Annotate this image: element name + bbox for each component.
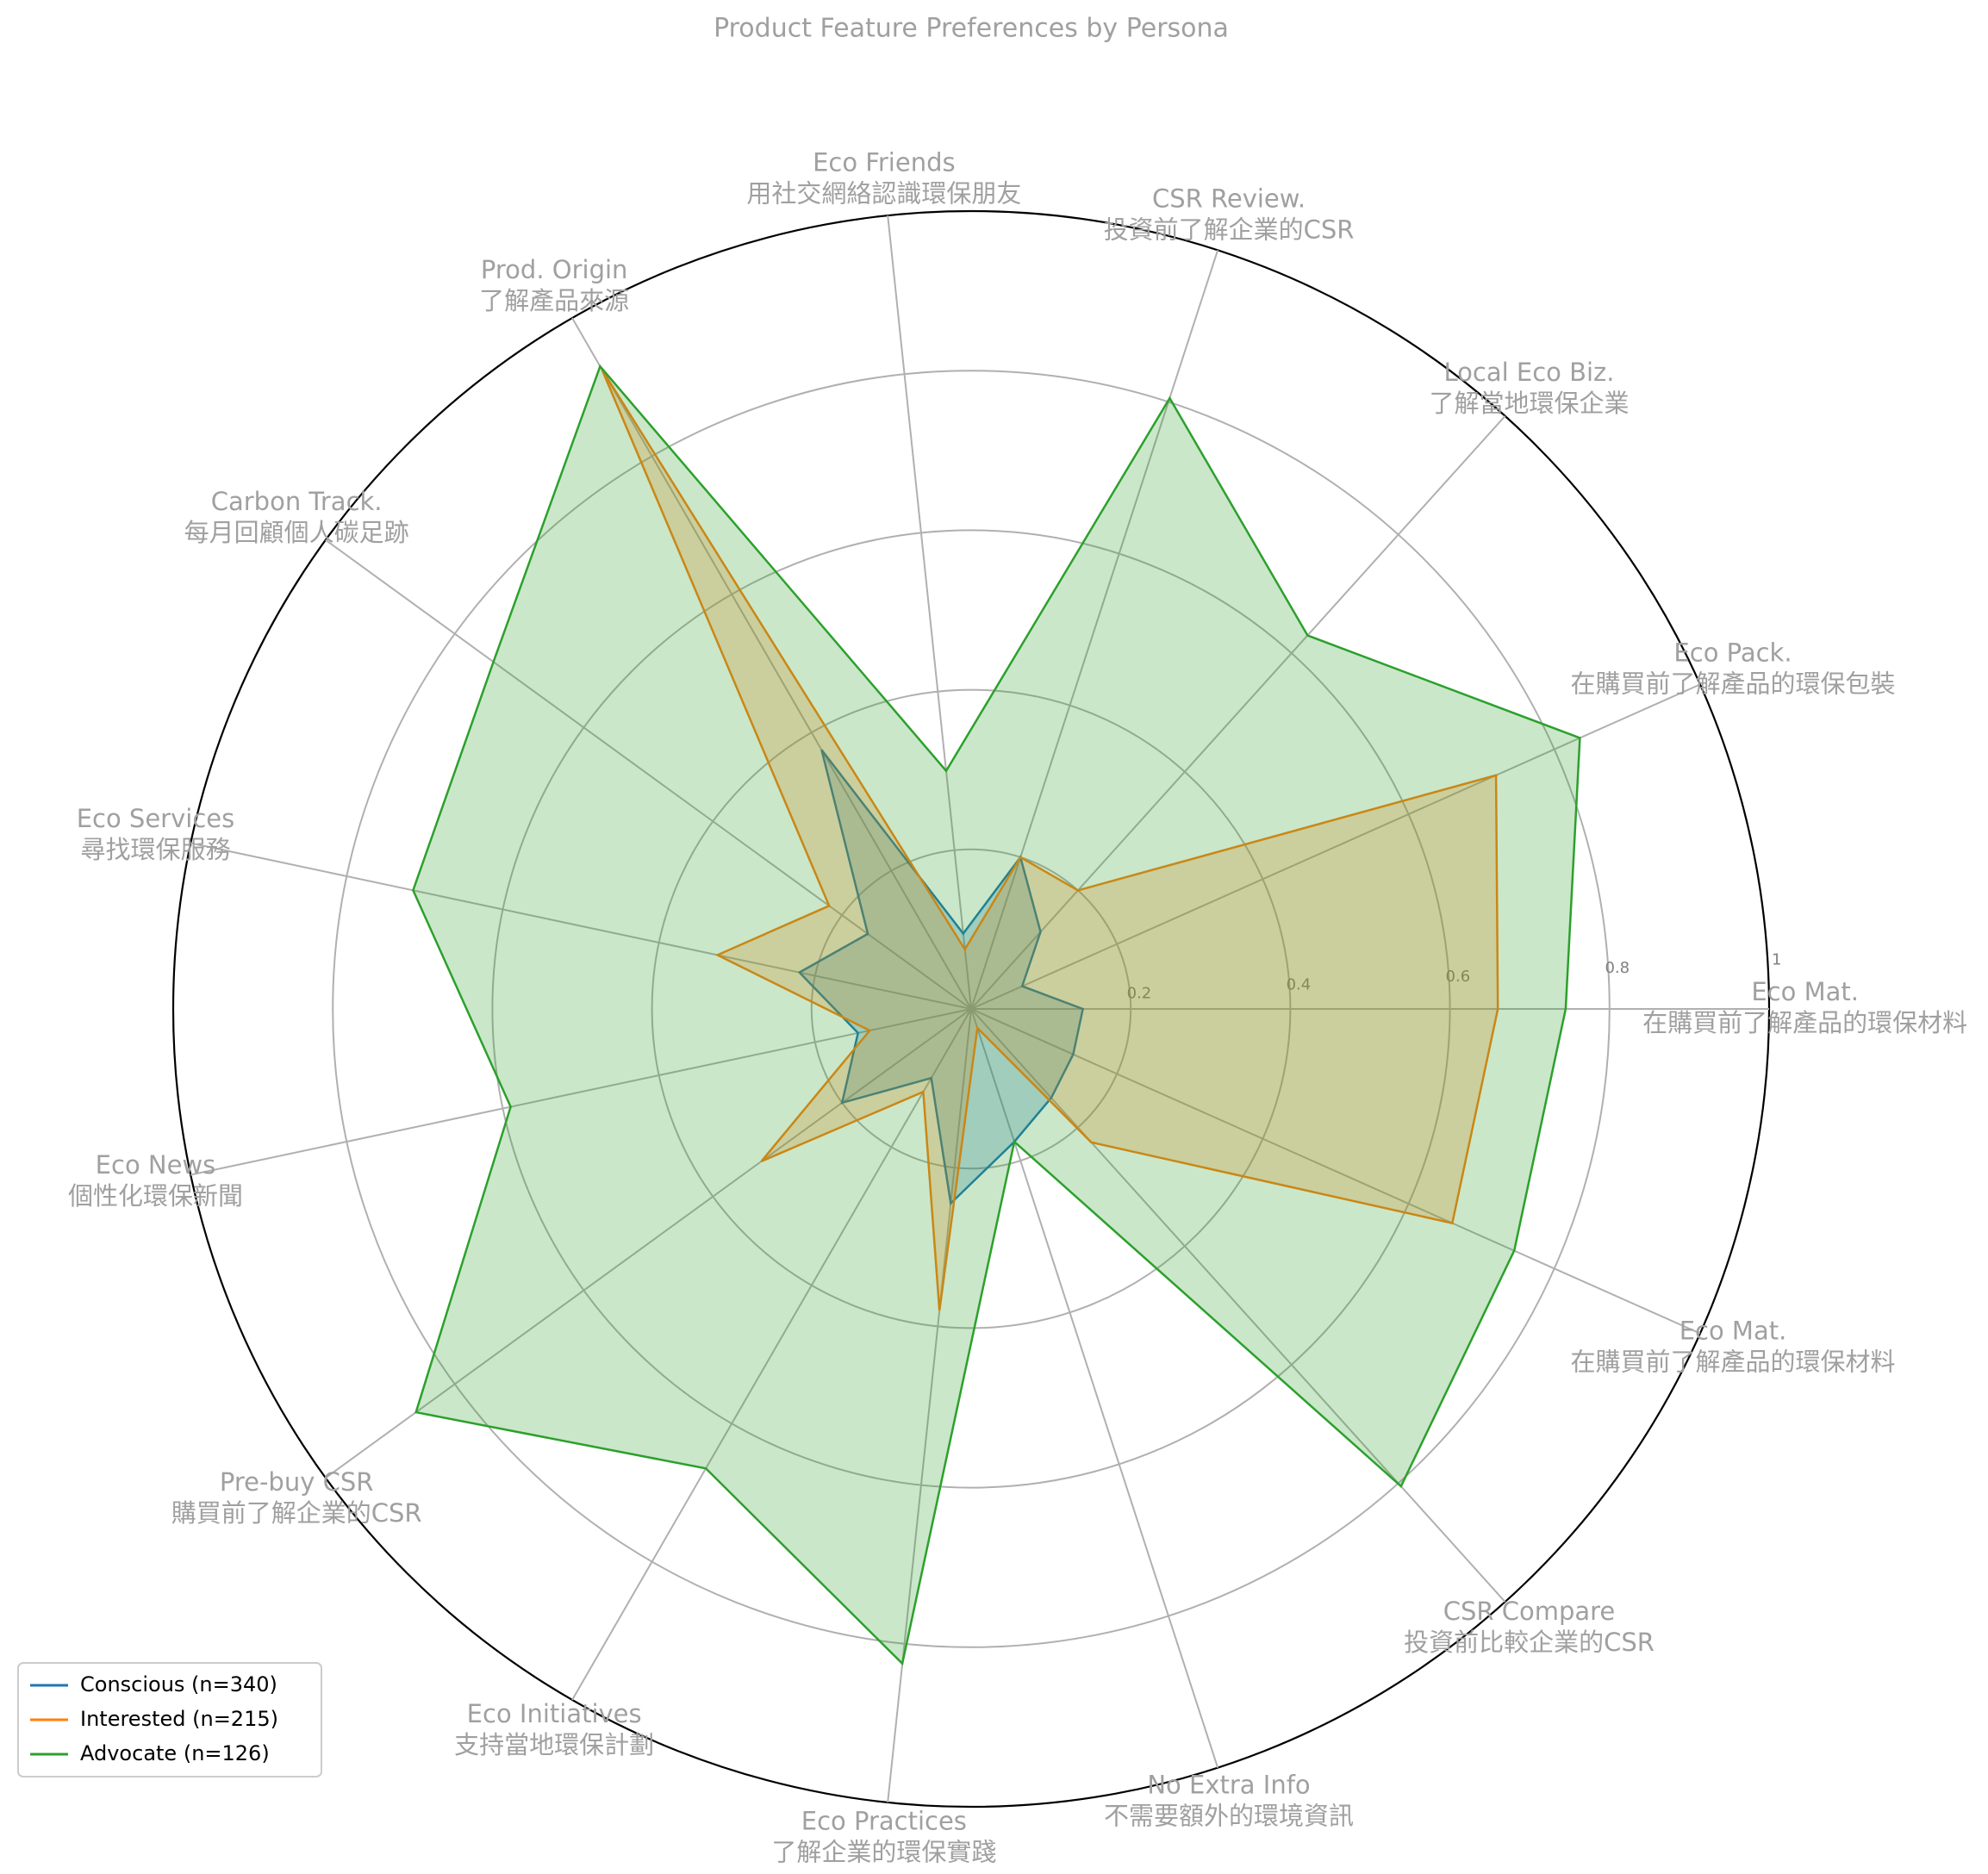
category-subtitle: 了解產品來源 bbox=[479, 286, 629, 315]
category-subtitle: 支持當地環保計劃 bbox=[454, 1730, 654, 1759]
category-subtitle: 投資前比較企業的CSR bbox=[1404, 1628, 1655, 1657]
category-label: Eco Mat. bbox=[1680, 1317, 1787, 1346]
category-label: CSR Compare bbox=[1443, 1597, 1616, 1626]
category-label: Pre-buy CSR bbox=[220, 1467, 374, 1497]
spoke bbox=[970, 415, 1506, 1010]
series-area bbox=[601, 369, 1499, 1311]
legend: Conscious (n=340) Interested (n=215) Advoc… bbox=[17, 1662, 322, 1777]
category-label: Eco Pack. bbox=[1673, 638, 1792, 667]
category-subtitle: 了解企業的環保實踐 bbox=[771, 1837, 996, 1866]
chart-title: Product Feature Preferences by Persona bbox=[714, 14, 1229, 44]
category-label: Eco News bbox=[96, 1150, 216, 1180]
y-tick-label: 0.2 bbox=[1127, 984, 1152, 1002]
category-subtitle: 用社交網絡認識環保朋友 bbox=[746, 179, 1021, 209]
category-subtitle: 不需要額外的環境資訊 bbox=[1104, 1801, 1354, 1830]
category-label: Eco Friends bbox=[813, 148, 956, 177]
category-subtitle: 投資前了解企業的CSR bbox=[1104, 215, 1355, 245]
series-area bbox=[797, 749, 1085, 1206]
legend-label: Interested (n=215) bbox=[80, 1707, 278, 1731]
category-label: Eco Mat. bbox=[1751, 977, 1859, 1006]
spoke bbox=[970, 250, 1219, 1010]
spoke bbox=[887, 215, 972, 1010]
category-subtitle: 尋找環保服務 bbox=[80, 835, 230, 864]
category-subtitle: 個性化環保新聞 bbox=[68, 1181, 243, 1211]
spoke bbox=[887, 1008, 972, 1803]
y-tick-label: 0.4 bbox=[1287, 976, 1312, 994]
series-area bbox=[412, 364, 1581, 1666]
spoke bbox=[970, 1008, 1506, 1603]
y-tick-label: 0.6 bbox=[1446, 968, 1471, 986]
category-subtitle: 在購買前了解產品的環保材料 bbox=[1571, 1348, 1896, 1377]
category-label: No Extra Info bbox=[1147, 1770, 1310, 1799]
y-tick-label: 0.8 bbox=[1605, 959, 1630, 977]
y-tick-label: 1 bbox=[1772, 951, 1781, 969]
category-label: Eco Services bbox=[77, 804, 235, 833]
category-subtitle: 購買前了解企業的CSR bbox=[171, 1498, 422, 1528]
spoke bbox=[571, 317, 972, 1010]
category-subtitle: 每月回顧個人碳足跡 bbox=[184, 518, 409, 547]
spoke bbox=[970, 1008, 1219, 1768]
spoke bbox=[190, 842, 972, 1010]
spoke bbox=[571, 1008, 972, 1701]
category-label: Prod. Origin bbox=[481, 255, 628, 284]
category-label: Eco Initiatives bbox=[467, 1699, 642, 1728]
spoke bbox=[325, 539, 972, 1010]
spoke bbox=[325, 1008, 972, 1479]
spoke bbox=[190, 1008, 972, 1176]
category-subtitle: 在購買前了解產品的環保材料 bbox=[1642, 1008, 1967, 1037]
category-label: CSR Review. bbox=[1152, 184, 1306, 214]
category-label: Eco Practices bbox=[801, 1806, 967, 1835]
category-label: Carbon Track. bbox=[211, 487, 383, 516]
spoke bbox=[970, 1008, 1701, 1335]
category-subtitle: 了解當地環保企業 bbox=[1429, 389, 1629, 418]
category-subtitle: 在購買前了解產品的環保包裝 bbox=[1571, 669, 1896, 698]
legend-label: Advocate (n=126) bbox=[80, 1741, 270, 1765]
legend-label: Conscious (n=340) bbox=[80, 1672, 277, 1697]
category-label: Local Eco Biz. bbox=[1443, 358, 1614, 387]
legend-box bbox=[17, 1662, 322, 1777]
